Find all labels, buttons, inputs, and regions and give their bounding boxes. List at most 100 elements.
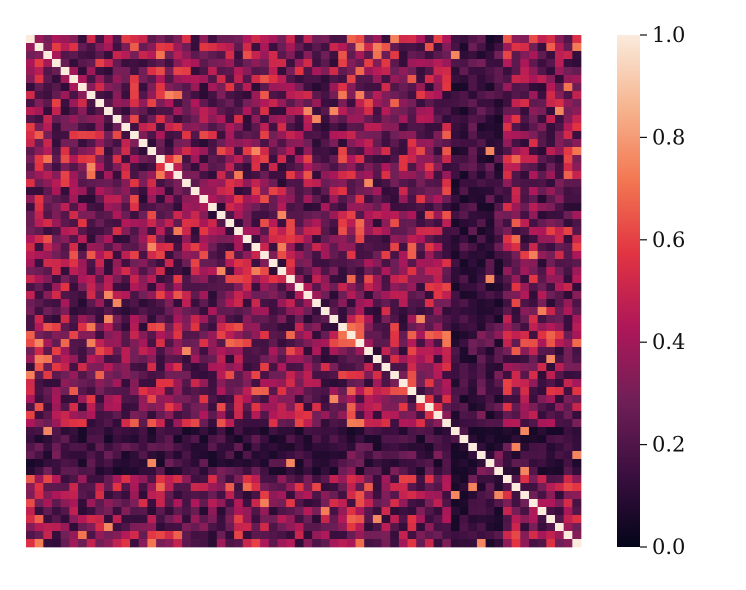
heatmap-cell — [554, 251, 565, 260]
heatmap-cell — [112, 467, 122, 476]
heatmap-cell — [138, 203, 148, 212]
heatmap-cell — [164, 259, 174, 268]
heatmap-cell — [69, 467, 79, 476]
heatmap-cell — [104, 75, 114, 84]
heatmap-cell — [78, 403, 88, 412]
heatmap-cell — [216, 467, 226, 476]
heatmap-cell — [303, 219, 313, 228]
heatmap-cell — [329, 51, 339, 60]
heatmap-cell — [346, 35, 356, 44]
heatmap-cell — [372, 371, 382, 380]
heatmap-cell — [190, 275, 200, 284]
heatmap-cell — [364, 211, 374, 220]
heatmap-cell — [424, 187, 434, 196]
heatmap-cell — [494, 435, 504, 444]
heatmap-cell — [390, 195, 400, 204]
heatmap-cell — [294, 131, 304, 140]
heatmap-cell — [251, 299, 261, 308]
heatmap-cell — [572, 267, 582, 276]
heatmap-cell — [268, 107, 278, 116]
heatmap-cell — [563, 139, 573, 148]
heatmap-cell — [476, 523, 486, 532]
heatmap-cell — [268, 115, 278, 124]
heatmap-cell — [86, 347, 96, 356]
heatmap-cell — [468, 195, 478, 204]
heatmap-cell — [104, 291, 114, 300]
heatmap-cell — [537, 243, 547, 252]
heatmap-cell — [138, 59, 148, 68]
heatmap-cell — [554, 235, 565, 244]
heatmap-cell — [329, 131, 339, 140]
heatmap-cell — [52, 299, 62, 308]
heatmap-cell — [494, 51, 504, 60]
heatmap-cell — [563, 363, 573, 372]
heatmap-cell — [26, 139, 36, 148]
heatmap-cell — [511, 411, 521, 420]
heatmap-cell — [303, 483, 313, 492]
heatmap-cell — [156, 99, 166, 108]
heatmap-cell — [381, 155, 391, 164]
heatmap-cell — [442, 371, 452, 380]
heatmap-cell — [52, 331, 62, 340]
heatmap-cell — [277, 35, 287, 44]
heatmap-cell — [234, 179, 244, 188]
heatmap-cell — [563, 299, 573, 308]
heatmap-cell — [260, 411, 270, 420]
heatmap-cell — [121, 371, 131, 380]
heatmap-cell — [537, 115, 547, 124]
heatmap-cell — [216, 91, 226, 100]
heatmap-cell — [156, 211, 166, 220]
heatmap-cell — [485, 35, 495, 44]
heatmap-cell — [69, 387, 79, 396]
heatmap-cell — [485, 491, 495, 500]
heatmap-cell — [372, 171, 382, 180]
heatmap-cell — [433, 211, 443, 220]
heatmap-cell — [407, 395, 417, 404]
heatmap-cell — [511, 339, 521, 348]
heatmap-cell — [112, 195, 122, 204]
colorbar-gradient — [617, 35, 640, 547]
heatmap-cell — [320, 419, 330, 428]
heatmap-cell — [320, 323, 330, 332]
heatmap-cell — [26, 75, 36, 84]
heatmap-cell — [268, 43, 278, 52]
heatmap-cell — [190, 347, 200, 356]
heatmap-cell — [329, 259, 339, 268]
heatmap-cell — [52, 251, 62, 260]
heatmap-cell — [520, 459, 530, 468]
heatmap-cell — [173, 371, 183, 380]
heatmap-cell — [277, 219, 287, 228]
heatmap-cell — [104, 467, 114, 476]
heatmap-cell — [216, 171, 226, 180]
heatmap-cell — [502, 515, 512, 524]
heatmap-cell — [372, 123, 382, 132]
heatmap-cell — [104, 395, 114, 404]
heatmap-cell — [424, 259, 434, 268]
heatmap-cell — [173, 275, 183, 284]
heatmap-cell — [398, 251, 408, 260]
heatmap-cell — [268, 235, 278, 244]
heatmap-cell — [494, 171, 504, 180]
heatmap-cell — [355, 323, 365, 332]
heatmap-cell — [312, 491, 322, 500]
heatmap-cell — [424, 171, 434, 180]
heatmap-cell — [277, 139, 287, 148]
heatmap-cell — [147, 67, 157, 76]
heatmap-cell — [320, 235, 330, 244]
heatmap-cell — [260, 179, 270, 188]
heatmap-cell — [355, 99, 365, 108]
heatmap-cell — [312, 171, 322, 180]
heatmap-cell — [390, 43, 400, 52]
heatmap-cell — [286, 275, 296, 284]
heatmap-cell — [251, 195, 261, 204]
heatmap-cell — [234, 427, 244, 436]
heatmap-cell — [268, 483, 278, 492]
heatmap-cell — [216, 147, 226, 156]
heatmap-cell — [520, 179, 530, 188]
heatmap-cell — [459, 411, 469, 420]
heatmap-cell — [329, 387, 339, 396]
heatmap-cell — [112, 123, 122, 132]
heatmap-cell — [242, 459, 252, 468]
heatmap-cell — [52, 203, 62, 212]
heatmap-cell — [199, 203, 209, 212]
